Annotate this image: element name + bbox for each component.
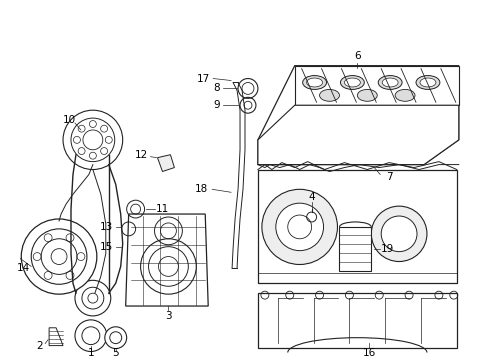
Bar: [339, 227, 370, 271]
Polygon shape: [157, 155, 174, 171]
Polygon shape: [257, 293, 456, 347]
Polygon shape: [257, 66, 458, 165]
Circle shape: [21, 219, 97, 294]
Text: 4: 4: [307, 192, 314, 202]
Text: 19: 19: [381, 244, 394, 254]
Ellipse shape: [306, 78, 322, 87]
Circle shape: [370, 206, 426, 261]
Text: 10: 10: [62, 115, 76, 125]
Ellipse shape: [340, 76, 364, 89]
Ellipse shape: [319, 89, 339, 101]
Circle shape: [75, 320, 106, 351]
Text: 12: 12: [135, 150, 148, 160]
Polygon shape: [257, 105, 458, 165]
Text: 16: 16: [362, 347, 375, 357]
Ellipse shape: [357, 89, 376, 101]
Ellipse shape: [415, 76, 439, 89]
Ellipse shape: [344, 78, 360, 87]
Text: 18: 18: [195, 184, 208, 194]
Polygon shape: [49, 328, 63, 346]
Polygon shape: [294, 66, 458, 105]
Text: 1: 1: [87, 347, 94, 357]
Circle shape: [381, 216, 416, 252]
Text: 9: 9: [213, 100, 220, 110]
Ellipse shape: [302, 76, 326, 89]
Ellipse shape: [419, 78, 435, 87]
Text: 5: 5: [112, 347, 119, 357]
Polygon shape: [125, 214, 208, 306]
Text: 17: 17: [197, 73, 210, 84]
Text: 6: 6: [353, 51, 360, 61]
Ellipse shape: [394, 89, 414, 101]
Circle shape: [104, 327, 126, 348]
Text: 3: 3: [165, 311, 171, 321]
Polygon shape: [257, 170, 456, 283]
Text: 13: 13: [99, 222, 113, 232]
Text: 2: 2: [37, 341, 43, 351]
Text: 14: 14: [17, 264, 30, 274]
Text: 7: 7: [385, 172, 392, 183]
Circle shape: [275, 203, 323, 251]
Text: 15: 15: [99, 242, 113, 252]
Ellipse shape: [377, 76, 401, 89]
Ellipse shape: [382, 78, 397, 87]
Text: 8: 8: [213, 84, 220, 94]
Circle shape: [262, 189, 337, 265]
Text: 11: 11: [155, 204, 168, 214]
